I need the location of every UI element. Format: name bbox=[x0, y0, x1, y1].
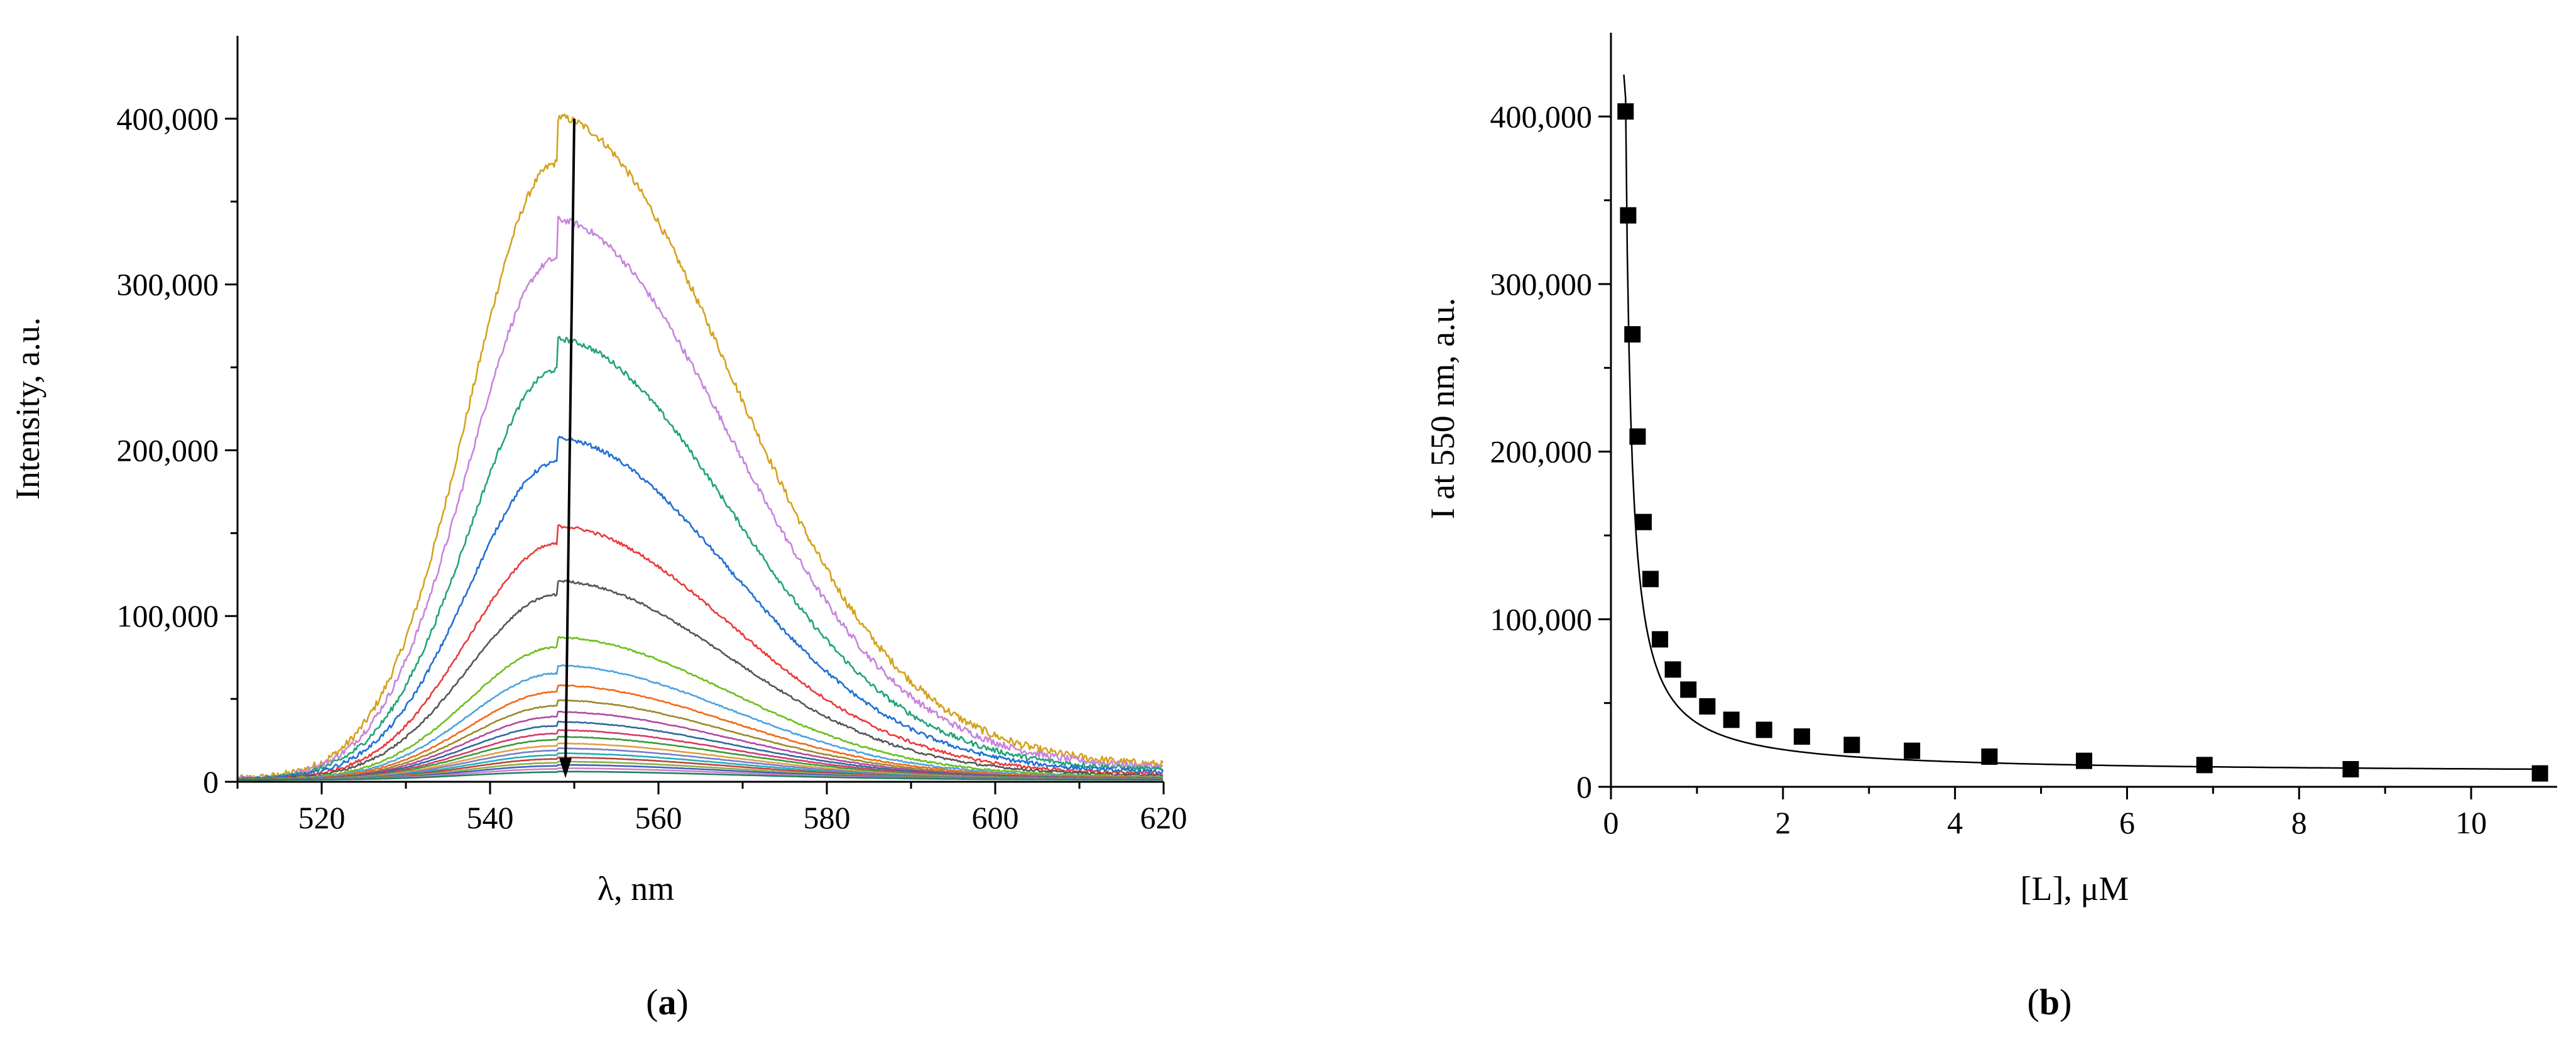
data-point-square bbox=[1981, 748, 1998, 765]
spectrum-line-6 bbox=[237, 579, 1164, 782]
spectrum-line-3 bbox=[236, 336, 1164, 782]
spectrum-line-9 bbox=[237, 684, 1164, 781]
panel-a-arrow bbox=[559, 118, 576, 779]
panel-b-tick-labels: 0 2 4 6 8 10 0 100,000 200,000 300,000 400,000 bbox=[1490, 99, 2487, 840]
panel-a-x-tick-label: 560 bbox=[635, 800, 682, 835]
data-point-square bbox=[1904, 742, 1921, 759]
data-point-square bbox=[1635, 513, 1652, 530]
data-point-square bbox=[2076, 752, 2092, 769]
data-point-square bbox=[2531, 765, 2548, 782]
panel-b-y-tick-label: 300,000 bbox=[1490, 266, 1593, 302]
spectrum-line-8 bbox=[237, 664, 1164, 781]
panel-a-axes bbox=[225, 36, 1165, 794]
panel-b-y-tick-label: 200,000 bbox=[1490, 434, 1593, 469]
data-point-square bbox=[1793, 728, 1810, 745]
panel-b-x-axis-title: [L], μM bbox=[2021, 870, 2129, 907]
data-point-square bbox=[1652, 631, 1669, 648]
panel-a-x-tick-label: 620 bbox=[1140, 800, 1187, 835]
data-point-square bbox=[1680, 681, 1697, 698]
spectrum-line-4 bbox=[237, 436, 1164, 782]
panel-a-label: (a) bbox=[646, 982, 689, 1022]
data-point-square bbox=[1629, 428, 1646, 445]
panel-b-x-tick-label: 0 bbox=[1603, 805, 1619, 840]
panel-a-x-tick-label: 580 bbox=[804, 800, 851, 835]
data-point-square bbox=[2196, 757, 2213, 774]
panel-b-y-tick-label: 0 bbox=[1576, 769, 1592, 804]
panel-b-axes bbox=[1598, 33, 2557, 799]
data-point-square bbox=[1642, 571, 1659, 588]
data-point-square bbox=[1699, 698, 1716, 715]
panel-a-x-tick-label: 600 bbox=[972, 800, 1019, 835]
panel-b-y-tick-label: 400,000 bbox=[1490, 99, 1593, 134]
panel-b-x-tick-label: 10 bbox=[2455, 805, 2487, 840]
panel-a-y-tick-label: 400,000 bbox=[117, 101, 219, 136]
panel-b-x-tick-label: 6 bbox=[2119, 805, 2135, 840]
data-point-square bbox=[1755, 721, 1772, 738]
panel-a-x-tick-label: 540 bbox=[467, 800, 514, 835]
spectrum-line-5 bbox=[237, 524, 1164, 781]
panel-b-data-points bbox=[1617, 103, 2548, 782]
data-point-square bbox=[1664, 661, 1681, 678]
arrow-shaft bbox=[564, 118, 576, 769]
panel-b-chart: 0 2 4 6 8 10 0 100,000 200,000 300,000 400,000 [L]… bbox=[1424, 33, 2557, 1022]
panel-a-chart: 520 540 560 580 600 620 0 100,000 200,000 300,000… bbox=[9, 36, 1187, 1022]
arrow-head bbox=[559, 758, 572, 779]
panel-a-y-axis-title: Intensity, a.u. bbox=[9, 317, 46, 500]
spectrum-line-1 bbox=[236, 113, 1164, 782]
data-point-square bbox=[1723, 711, 1740, 728]
spectrum-line-2 bbox=[236, 216, 1164, 783]
data-point-square bbox=[1617, 103, 1634, 120]
spectrum-line-7 bbox=[237, 635, 1164, 781]
panel-a-x-tick-label: 520 bbox=[298, 800, 346, 835]
panel-b-y-axis-title: I at 550 nm, a.u. bbox=[1424, 298, 1461, 519]
panel-b-x-tick-label: 2 bbox=[1775, 805, 1791, 840]
panel-a-x-axis-title: λ, nm bbox=[598, 870, 674, 907]
panel-b-connecting-line bbox=[1623, 74, 2540, 770]
panel-b-label: (b) bbox=[2028, 982, 2072, 1022]
data-point-square bbox=[1620, 207, 1637, 224]
data-point-square bbox=[1843, 737, 1860, 754]
panel-b-x-tick-label: 8 bbox=[2291, 805, 2307, 840]
panel-a-tick-labels: 520 540 560 580 600 620 0 100,000 200,000 300,000… bbox=[117, 101, 1187, 835]
panel-a-spectra bbox=[236, 113, 1164, 783]
data-point-square bbox=[1624, 326, 1641, 343]
panel-b-x-tick-label: 4 bbox=[1947, 805, 1963, 840]
panel-b-y-tick-label: 100,000 bbox=[1490, 601, 1593, 637]
fit-curve bbox=[1623, 74, 2540, 770]
panel-a-y-tick-label: 0 bbox=[203, 764, 219, 799]
spectrum-line-22 bbox=[237, 770, 1163, 781]
panel-a-y-tick-label: 200,000 bbox=[117, 432, 219, 468]
panel-a-y-tick-label: 300,000 bbox=[117, 267, 219, 302]
data-point-square bbox=[2342, 761, 2359, 777]
panel-a-y-tick-label: 100,000 bbox=[117, 598, 219, 633]
